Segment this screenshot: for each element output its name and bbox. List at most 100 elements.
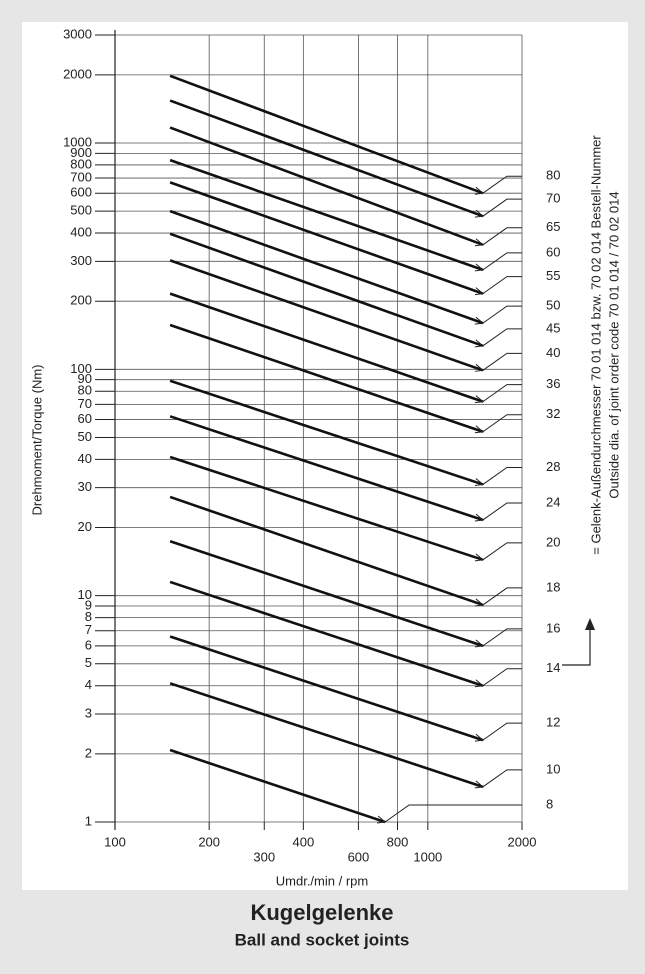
series-line xyxy=(169,379,484,486)
y-tick-label: 8 xyxy=(85,609,92,624)
x-tick-label: 800 xyxy=(387,834,409,849)
series-label: 20 xyxy=(546,534,560,549)
y-tick-label: 100 xyxy=(70,361,92,376)
x-axis-label: Umdr./min / rpm xyxy=(276,873,368,888)
y-tick-label: 1000 xyxy=(63,134,92,149)
series-label: 14 xyxy=(546,660,560,675)
series-label: 65 xyxy=(546,219,560,234)
y-tick-label: 3000 xyxy=(63,26,92,41)
series-label: 16 xyxy=(546,620,560,635)
y-tick-label: 400 xyxy=(70,224,92,239)
leader-line xyxy=(482,769,522,788)
series-label: 36 xyxy=(546,376,560,391)
y-tick-label: 70 xyxy=(78,396,92,411)
series-line xyxy=(169,181,484,295)
y-tick-label: 7 xyxy=(85,622,92,637)
y-tick-label: 200 xyxy=(70,293,92,308)
series-line xyxy=(169,323,484,433)
leader-line xyxy=(482,252,522,271)
y-tick-label: 2 xyxy=(85,745,92,760)
x-tick-label: 600 xyxy=(348,849,370,864)
leader-line xyxy=(482,542,522,561)
series-label: 60 xyxy=(546,244,560,259)
y-tick-label: 5 xyxy=(85,655,92,670)
y-axis-label: Drehmoment/Torque (Nm) xyxy=(29,365,44,516)
y-tick-label: 800 xyxy=(70,156,92,171)
y-tick-label: 60 xyxy=(78,411,92,426)
annotation-arrow xyxy=(562,622,591,666)
series-line xyxy=(169,415,484,522)
leader-line xyxy=(482,628,522,647)
annotation-arrowhead xyxy=(585,618,595,630)
series-line xyxy=(169,74,484,195)
y-tick-label: 700 xyxy=(70,169,92,184)
leader-line xyxy=(482,414,522,433)
series-line xyxy=(169,126,484,247)
leader-line xyxy=(482,198,522,217)
series-line xyxy=(169,580,484,687)
x-tick-label: 2000 xyxy=(508,834,537,849)
y-tick-label: 40 xyxy=(78,451,92,466)
series-line xyxy=(169,539,484,648)
y-tick-label: 4 xyxy=(85,677,92,692)
leader-line xyxy=(482,466,522,485)
series-line xyxy=(169,292,484,403)
x-tick-label: 1000 xyxy=(413,849,442,864)
series-label: 32 xyxy=(546,406,560,421)
leader-line xyxy=(482,722,522,741)
series-label: 8 xyxy=(546,796,553,811)
series-line xyxy=(169,635,484,742)
series-label: 50 xyxy=(546,298,560,313)
chart-subtitle: Ball and socket joints xyxy=(235,930,410,949)
y-tick-label: 90 xyxy=(78,371,92,386)
series-line xyxy=(169,682,484,789)
leader-line xyxy=(482,384,522,403)
x-tick-label: 100 xyxy=(104,834,126,849)
y-tick-label: 500 xyxy=(70,203,92,218)
y-tick-label: 6 xyxy=(85,637,92,652)
y-tick-label: 9 xyxy=(85,597,92,612)
leader-line xyxy=(482,328,522,347)
y-tick-label: 10 xyxy=(78,587,92,602)
y-tick-label: 20 xyxy=(78,519,92,534)
leader-line xyxy=(384,804,522,823)
leader-line xyxy=(482,587,522,606)
annotation: Outside dia. of joint order code 70 01 0… xyxy=(606,191,621,498)
y-tick-label: 30 xyxy=(78,479,92,494)
y-tick-label: 2000 xyxy=(63,66,92,81)
series-line xyxy=(169,259,484,372)
y-tick-label: 600 xyxy=(70,185,92,200)
x-tick-label: 400 xyxy=(292,834,314,849)
y-tick-label: 1 xyxy=(85,813,92,828)
series-label: 45 xyxy=(546,320,560,335)
plot-panel xyxy=(22,22,628,890)
y-tick-label: 900 xyxy=(70,145,92,160)
series-label: 40 xyxy=(546,345,560,360)
series-label: 24 xyxy=(546,494,560,509)
series-label: 28 xyxy=(546,459,560,474)
x-tick-label: 200 xyxy=(198,834,220,849)
series-line xyxy=(169,455,484,562)
series-label: 10 xyxy=(546,761,560,776)
series-line xyxy=(169,748,386,824)
annotation: = Gelenk-Außendurchmesser 70 01 014 bzw.… xyxy=(588,135,603,555)
series-label: 18 xyxy=(546,579,560,594)
chart-title: Kugelgelenke xyxy=(250,900,393,925)
series-line xyxy=(169,232,484,348)
y-tick-label: 3 xyxy=(85,705,92,720)
series-line xyxy=(169,99,484,218)
leader-line xyxy=(482,276,522,295)
series-label: 80 xyxy=(546,168,560,183)
arrowhead xyxy=(377,815,387,824)
series-label: 55 xyxy=(546,268,560,283)
series-label: 12 xyxy=(546,715,560,730)
leader-line xyxy=(482,175,522,194)
leader-line xyxy=(482,305,522,324)
y-tick-label: 50 xyxy=(78,429,92,444)
series-line xyxy=(169,495,484,607)
leader-line xyxy=(482,502,522,521)
series-line xyxy=(169,209,484,325)
series-label: 70 xyxy=(546,191,560,206)
x-tick-label: 300 xyxy=(253,849,275,864)
